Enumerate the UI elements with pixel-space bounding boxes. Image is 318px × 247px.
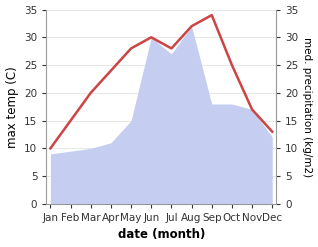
Y-axis label: med. precipitation (kg/m2): med. precipitation (kg/m2) [302, 37, 313, 177]
X-axis label: date (month): date (month) [118, 228, 205, 242]
Y-axis label: max temp (C): max temp (C) [5, 66, 18, 148]
